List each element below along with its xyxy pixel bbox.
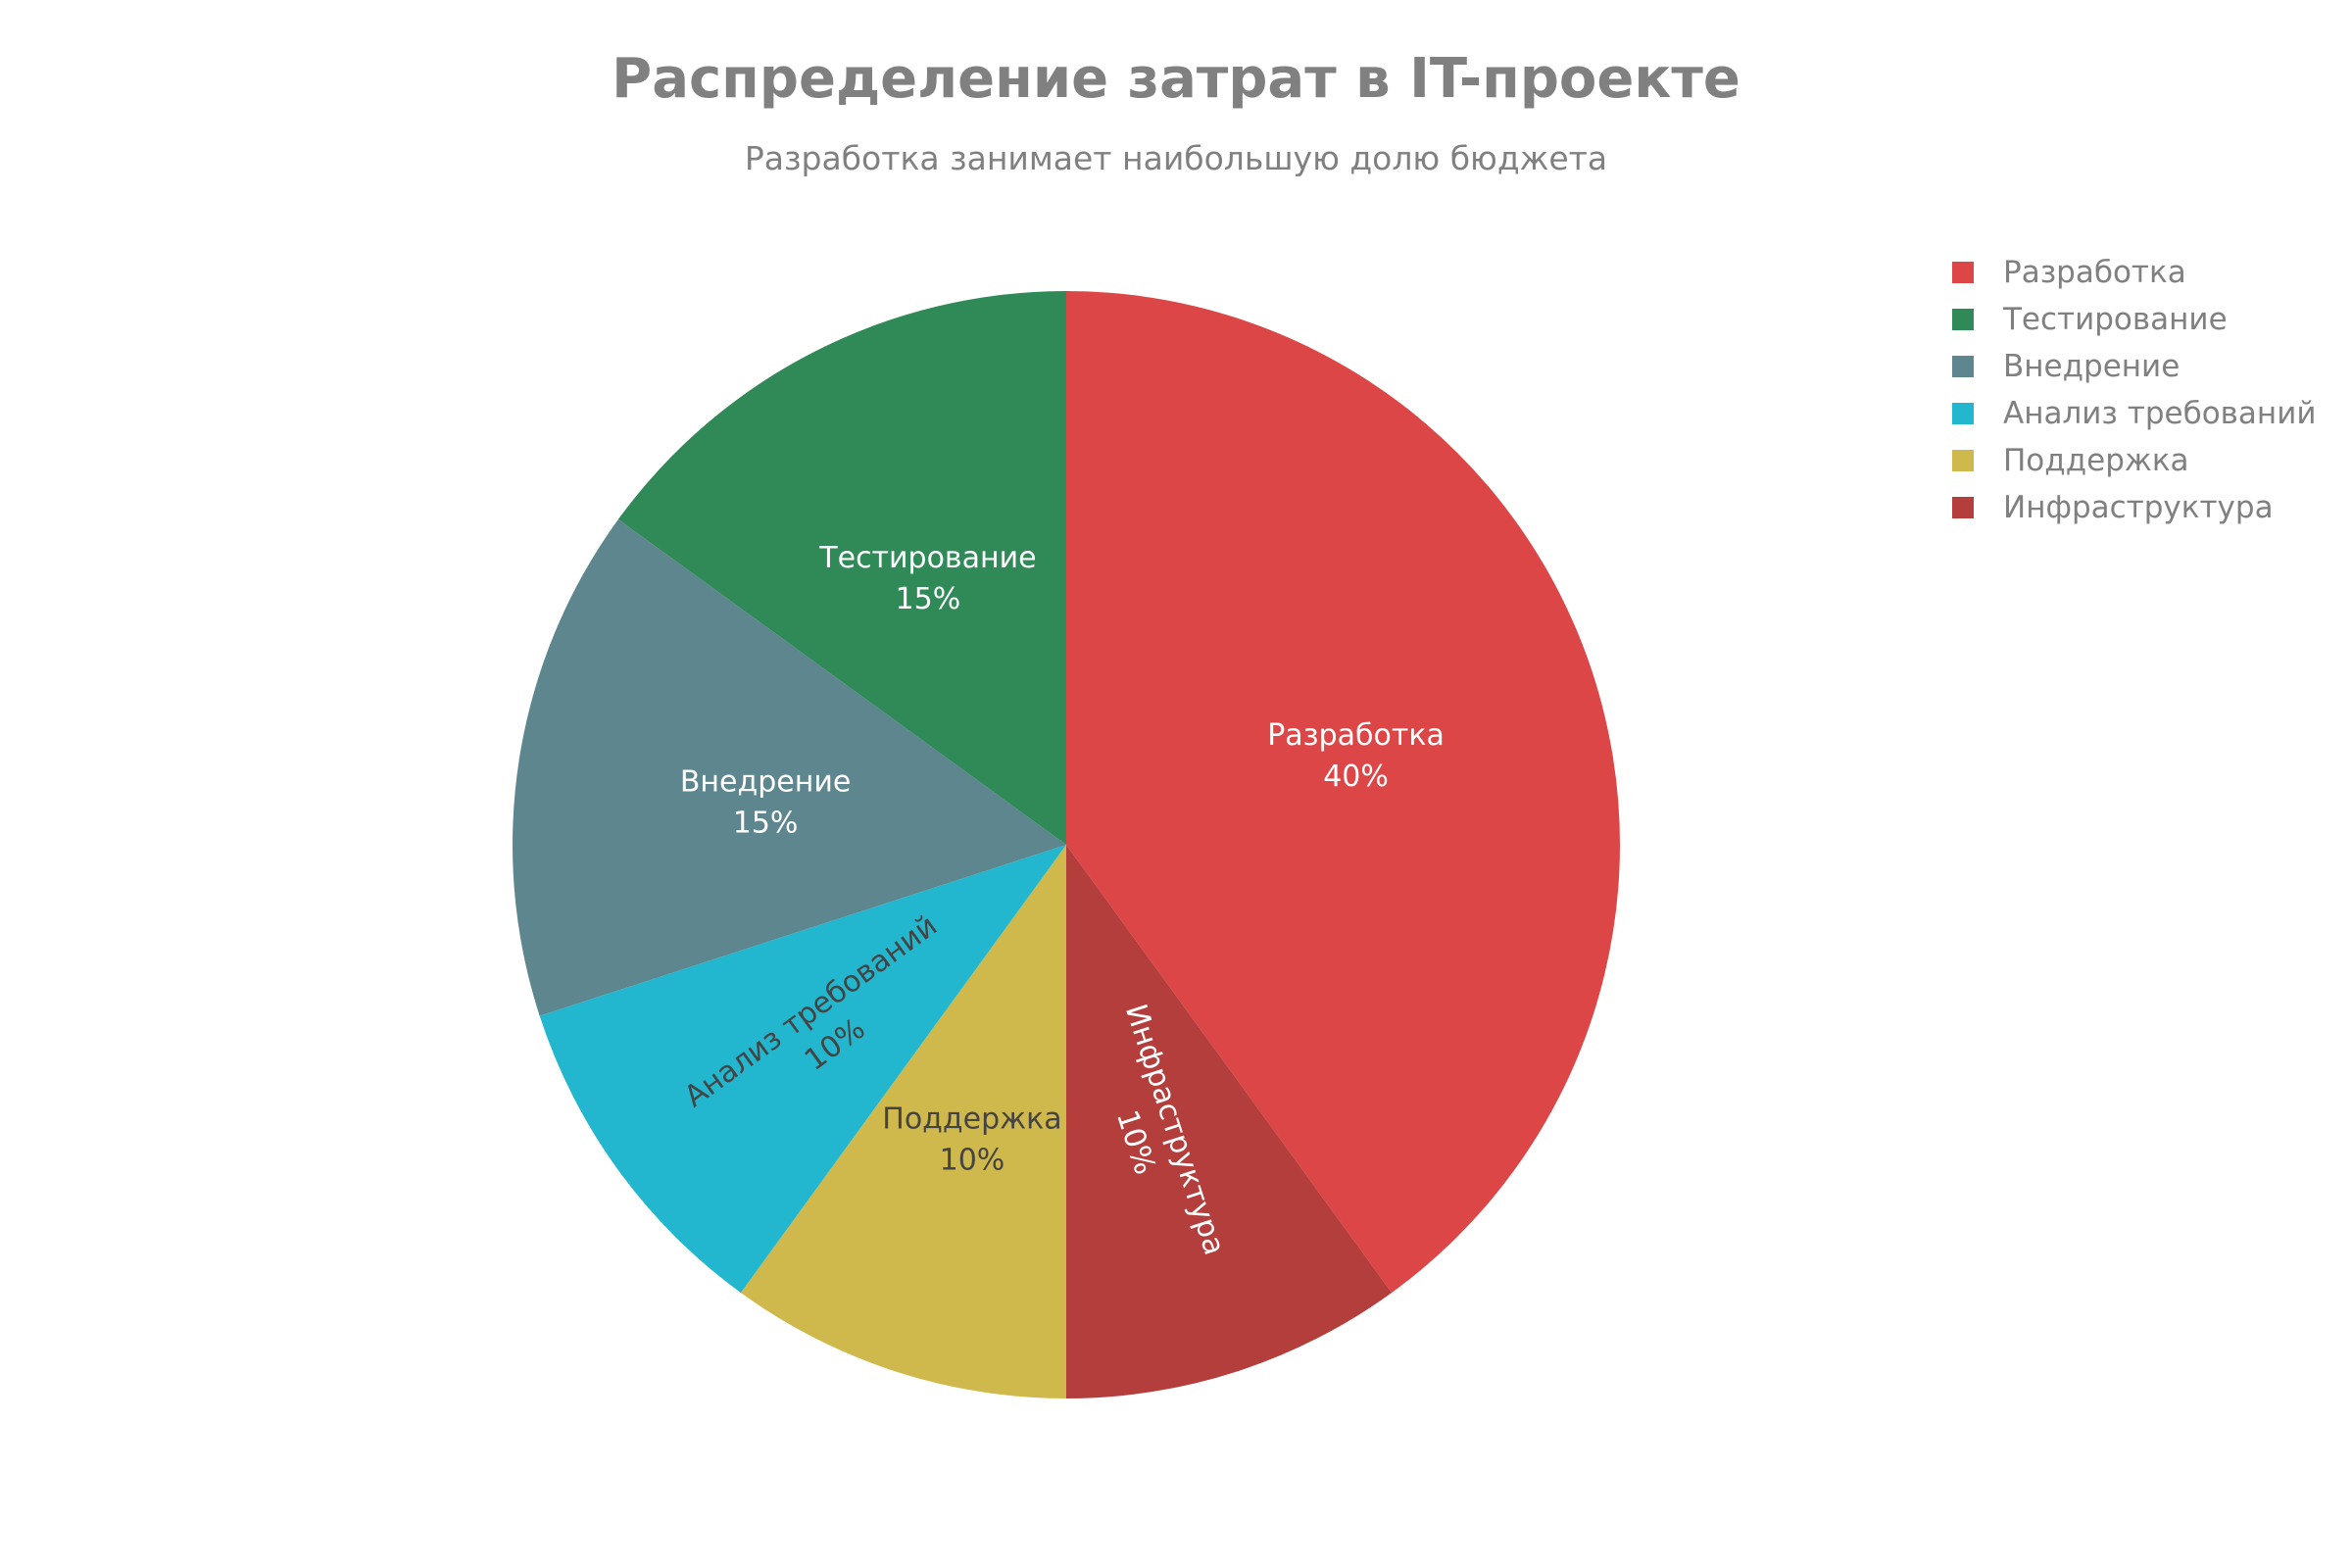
slice-label-name: Тестирование: [818, 541, 1036, 575]
legend-label: Анализ требований: [2003, 396, 2317, 431]
chart-subtitle: Разработка занимает наибольшую долю бюдж…: [744, 139, 1608, 177]
slice-label-name: Разработка: [1267, 718, 1445, 753]
pie-slice-3: [740, 845, 1066, 1398]
slice-label-name: Поддержка: [882, 1102, 1061, 1137]
legend-swatch: [1952, 403, 1974, 424]
legend-item-1[interactable]: Разработка: [1952, 249, 2317, 296]
slice-label-5: Внедрение 15%: [680, 764, 851, 840]
legend-swatch: [1952, 309, 1974, 330]
slice-label-percent: 15%: [733, 806, 799, 840]
legend-label: Инфраструктура: [2003, 490, 2274, 525]
slice-label-name: Внедрение: [680, 764, 851, 799]
slice-label-1: Разработка 40%: [1267, 718, 1445, 794]
legend-label: Поддержка: [2003, 443, 2189, 478]
legend-item-4[interactable]: Анализ требований: [1952, 390, 2317, 437]
pie-slice-6: [617, 291, 1066, 845]
slice-label-6: Тестирование 15%: [818, 541, 1036, 616]
pie-slice-4: [539, 845, 1066, 1294]
chart-title: Распределение затрат в IT-проекте: [612, 47, 1740, 111]
legend-item-2[interactable]: Тестирование: [1952, 296, 2317, 343]
legend-item-5[interactable]: Поддержка: [1952, 437, 2317, 484]
legend-item-3[interactable]: Внедрение: [1952, 343, 2317, 390]
slice-label-percent: 10%: [940, 1144, 1005, 1178]
legend-swatch: [1952, 356, 1974, 377]
pie-slice-5: [513, 518, 1066, 1016]
slice-label-3: Поддержка 10%: [882, 1102, 1061, 1178]
legend-label: Внедрение: [2003, 349, 2180, 384]
legend-label: Тестирование: [2003, 302, 2228, 337]
slice-label-percent: 15%: [896, 582, 961, 616]
legend-label: Разработка: [2003, 255, 2186, 290]
legend-swatch: [1952, 450, 1974, 471]
pie-slices: [513, 291, 1621, 1398]
legend-swatch: [1952, 497, 1974, 518]
pie-slice-2: [1066, 845, 1393, 1398]
legend-swatch: [1952, 262, 1974, 283]
legend: Разработка Тестирование Внедрение Анализ тр…: [1952, 249, 2317, 531]
slice-label-percent: 40%: [1323, 760, 1389, 794]
pie-slice-1: [1066, 291, 1621, 1294]
legend-item-6[interactable]: Инфраструктура: [1952, 484, 2317, 531]
